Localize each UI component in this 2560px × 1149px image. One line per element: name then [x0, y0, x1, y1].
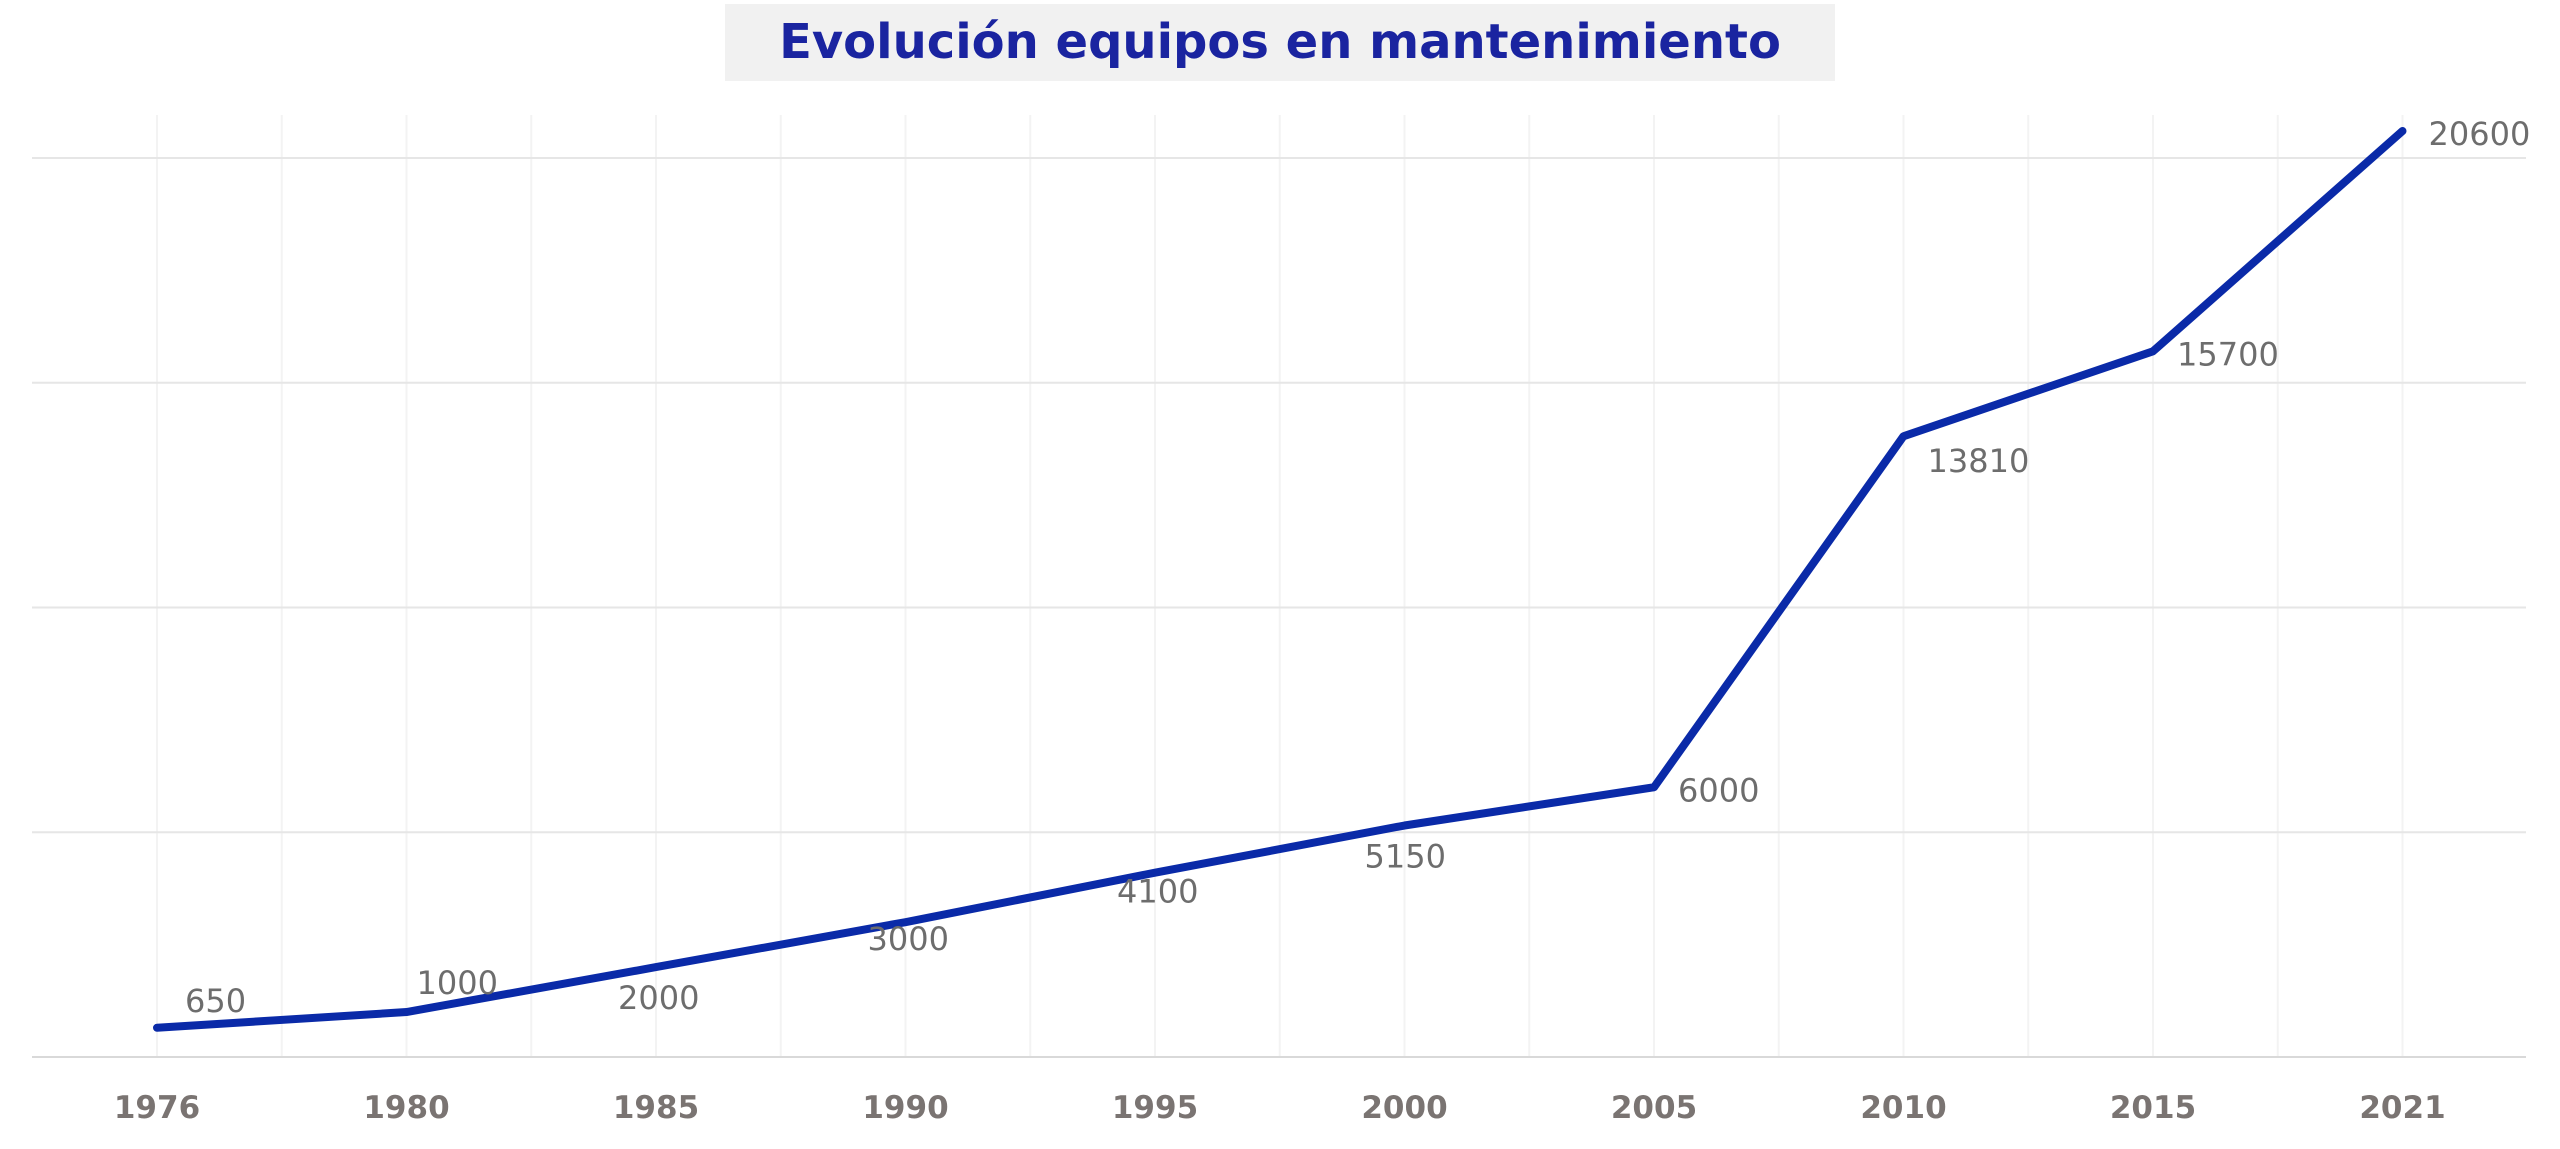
title-box — [725, 4, 1835, 81]
data-labels: 650 1000 2000 3000 4100 5150 6000 13810 15700 206… — [185, 115, 2530, 1020]
x-axis-ticks: 1976 1980 1985 1990 1995 2000 2005 2010 2015 2021 — [114, 1090, 2446, 1126]
series-line — [153, 127, 2407, 1032]
x-tick-label: 1980 — [363, 1090, 449, 1126]
data-label: 13810 — [1928, 442, 2030, 480]
x-tick-label: 1985 — [613, 1090, 699, 1126]
x-tick-label: 1976 — [114, 1090, 200, 1126]
grid — [32, 115, 2526, 1058]
data-label: 4100 — [1117, 873, 1198, 911]
x-tick-label: 2005 — [1611, 1090, 1697, 1126]
data-label: 1000 — [417, 964, 498, 1002]
series-layer — [153, 127, 2407, 1032]
data-label: 2000 — [618, 979, 699, 1017]
chart-title: Evolución equipos en mantenimiento — [779, 14, 1781, 70]
x-tick-label: 1995 — [1112, 1090, 1198, 1126]
data-label: 650 — [185, 982, 246, 1020]
data-label: 6000 — [1678, 771, 1759, 809]
data-label: 3000 — [868, 920, 949, 958]
x-tick-label: 2021 — [2359, 1090, 2445, 1126]
data-label: 20600 — [2429, 115, 2531, 153]
x-tick-label: 2010 — [1860, 1090, 1946, 1126]
data-label: 5150 — [1365, 838, 1446, 876]
data-label: 15700 — [2177, 335, 2279, 373]
x-tick-label: 2000 — [1361, 1090, 1447, 1126]
x-tick-label: 1990 — [862, 1090, 948, 1126]
x-tick-label: 2015 — [2110, 1090, 2196, 1126]
